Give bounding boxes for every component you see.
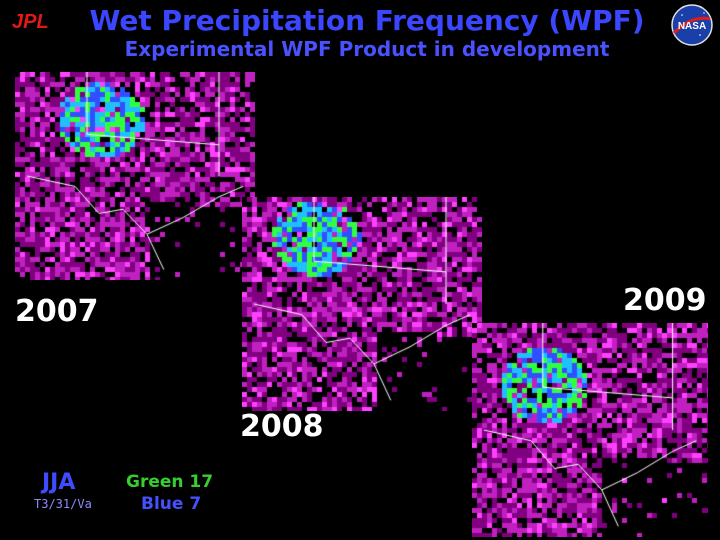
product-code: T3/31/Va	[34, 497, 92, 511]
nasa-logo: NASA	[671, 4, 713, 46]
nasa-logo-text: NASA	[678, 21, 706, 32]
blue-threshold-label: Blue 7	[141, 494, 202, 514]
map-2007	[15, 72, 255, 280]
year-label-2009: 2009	[623, 283, 707, 318]
jpl-logo-text: JPL	[12, 11, 49, 32]
map-2009	[472, 323, 708, 537]
season-label: JJA	[42, 470, 76, 495]
year-label-2008: 2008	[240, 409, 324, 444]
page-title: Wet Precipitation Frequency (WPF)	[89, 4, 645, 37]
year-label-2007: 2007	[15, 294, 99, 329]
map-2008	[242, 197, 482, 411]
jpl-logo: JPL	[12, 11, 49, 32]
green-threshold-label: Green 17	[126, 472, 214, 492]
page-subtitle: Experimental WPF Product in development	[124, 37, 610, 61]
